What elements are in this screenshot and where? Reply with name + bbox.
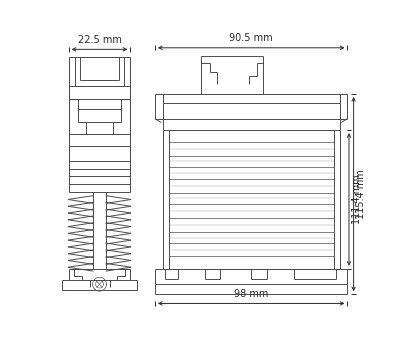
- Text: 115.4 mm: 115.4 mm: [356, 169, 366, 219]
- Text: 22.5 mm: 22.5 mm: [78, 35, 122, 45]
- Text: 111.4 mm: 111.4 mm: [352, 175, 362, 224]
- Text: 98 mm: 98 mm: [234, 289, 268, 299]
- Text: 90.5 mm: 90.5 mm: [229, 33, 273, 43]
